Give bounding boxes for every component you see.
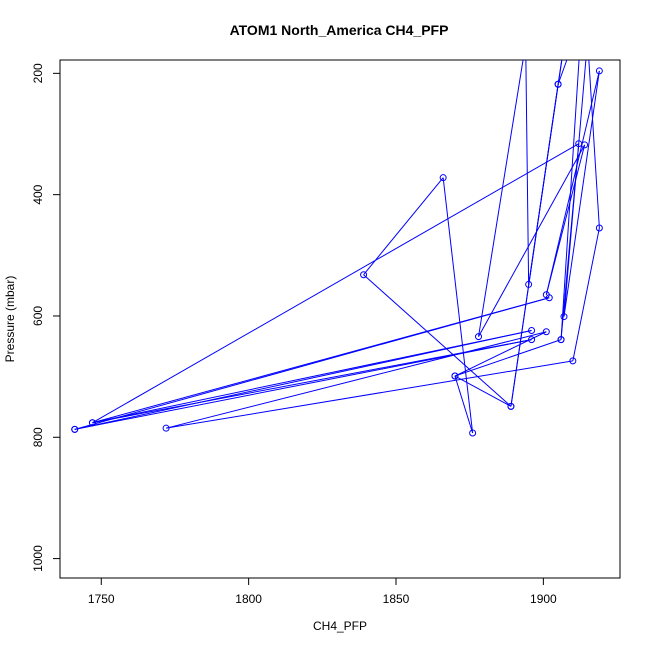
series-segment [454,339,562,377]
y-tick-label: 1000 [31,545,45,572]
series-segment [557,60,563,85]
data-point [595,224,603,232]
series-segment [165,331,547,429]
series-segment [572,227,600,361]
data-point [360,271,368,279]
series-segment [510,84,559,407]
data-point [469,429,477,437]
x-tick-label: 1750 [88,592,115,606]
series-segment [588,60,600,229]
data-point [439,174,447,182]
series-segment [92,143,579,424]
data-point [560,313,568,321]
y-tick-label: 800 [31,427,45,447]
data-point [523,41,529,47]
data-point [542,291,550,299]
data-point [525,280,533,288]
data-point [585,37,591,43]
data-point [507,402,515,410]
series-segment [454,375,474,434]
data-point [554,80,562,88]
series-segment [166,360,573,429]
series-segment [92,339,532,424]
series-segment [454,375,512,407]
series-segment [442,177,474,434]
data-point [579,16,585,22]
series-segment [454,331,547,377]
series-segment [545,144,586,295]
series-segment [478,60,524,337]
series-segment [363,177,444,276]
data-point [542,328,550,336]
series-segment [560,60,580,340]
data-point [451,372,459,380]
series-segment [525,60,530,285]
series-segment [563,70,600,317]
series-segment [92,330,532,424]
y-tick-label: 400 [31,184,45,204]
x-tick-label: 1900 [530,592,557,606]
series-segment [557,60,568,85]
data-point [581,141,589,149]
series-segment [478,144,586,337]
data-point [88,419,96,427]
series-layer [71,16,603,437]
series-segment [545,70,600,295]
y-tick-label: 600 [31,306,45,326]
data-point [564,22,570,28]
data-point [569,357,577,365]
x-axis-label: CH4_PFP [313,619,367,633]
y-axis-label: Pressure (mbar) [3,276,17,363]
series-segment [363,274,512,407]
data-point [595,67,603,75]
y-axis: 200 400 600 800 1000 [31,63,61,572]
x-axis: 1750 1800 1850 1900 [88,577,557,606]
x-tick-label: 1800 [235,592,262,606]
data-point [71,425,79,433]
y-tick-label: 200 [31,63,45,83]
series-segment [74,297,550,430]
data-point [557,336,565,344]
data-point [528,327,536,335]
plot-frame [59,59,621,579]
data-point [162,424,170,432]
x-tick-label: 1850 [383,592,410,606]
data-point [528,336,536,344]
data-point [475,333,483,341]
chart-title: ATOM1 North_America CH4_PFP [230,22,449,38]
